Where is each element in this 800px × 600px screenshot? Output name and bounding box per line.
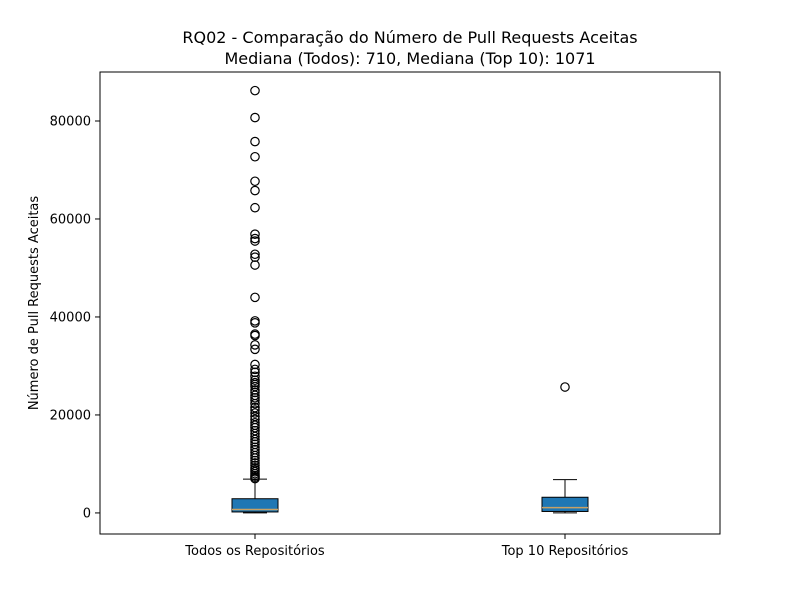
outlier-point	[250, 393, 260, 403]
outlier-point	[560, 382, 570, 392]
y-axis-label: Número de Pull Requests Aceitas	[27, 196, 42, 411]
outlier-point	[250, 375, 260, 385]
chart-subtitle: Mediana (Todos): 710, Mediana (Top 10): …	[224, 49, 595, 68]
plot-area: 0 20000 40000 60000 80000 Todos os Repositóri…	[50, 85, 629, 559]
outlier-point	[250, 398, 260, 409]
outlier-point	[250, 318, 260, 328]
x-tick-label: Top 10 Repositórios	[501, 544, 629, 559]
outlier-point	[250, 202, 260, 213]
y-tick-label: 80000	[50, 114, 91, 129]
outlier-point	[250, 395, 260, 406]
y-tick-label: 0	[83, 506, 91, 521]
outlier-point	[250, 344, 260, 355]
y-tick-label: 40000	[50, 310, 91, 325]
outlier-point	[250, 85, 260, 96]
outlier-point	[250, 473, 260, 484]
y-tick-label: 20000	[50, 408, 91, 423]
outlier-point	[250, 364, 260, 375]
outlier-point	[250, 233, 260, 244]
outlier-point	[250, 453, 260, 463]
outlier-point	[250, 185, 260, 196]
axes-frame	[99, 71, 721, 535]
outlier-point	[250, 151, 260, 162]
outlier-point	[250, 249, 260, 260]
outlier-point	[250, 260, 260, 270]
outlier-point	[250, 136, 260, 147]
outlier-point	[250, 450, 260, 461]
iqr-box	[541, 496, 589, 512]
chart-title: RQ02 - Comparação do Número de Pull Requ…	[182, 28, 637, 47]
outlier-point	[250, 176, 260, 187]
outlier-point	[250, 236, 260, 246]
outlier-point	[250, 408, 260, 418]
outlier-point	[250, 405, 260, 415]
outlier-point	[250, 112, 260, 123]
outlier-point	[250, 340, 260, 350]
iqr-box	[231, 498, 279, 513]
outlier-point	[250, 292, 260, 303]
outlier-point	[250, 455, 260, 466]
y-tick-label: 60000	[50, 212, 91, 227]
outlier-point	[250, 229, 260, 239]
outlier-point	[250, 330, 260, 341]
x-tick-label: Todos os Repositórios	[184, 544, 325, 559]
